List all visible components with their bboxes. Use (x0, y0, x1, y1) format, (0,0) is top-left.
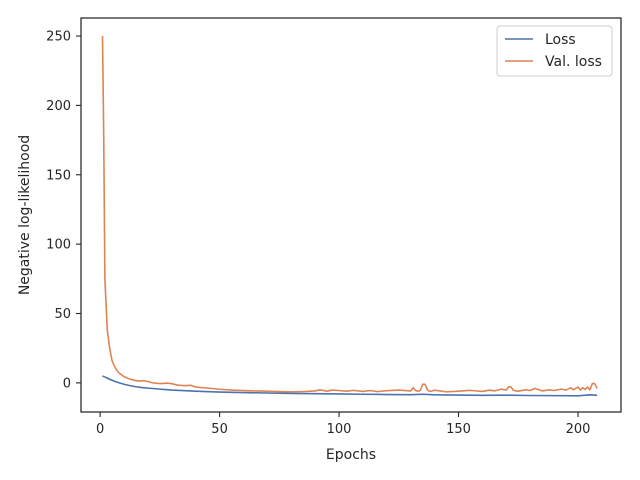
series-line-loss (102, 375, 598, 397)
x-tick-label: 0 (96, 422, 104, 437)
legend-label-val-loss: Val. loss (545, 54, 602, 70)
y-tick-label: 0 (63, 376, 71, 391)
y-tick-label: 150 (46, 168, 71, 183)
y-tick-label: 200 (46, 99, 71, 114)
x-tick-label: 150 (446, 422, 471, 437)
plot-frame (80, 17, 622, 413)
y-tick-label: 50 (54, 307, 71, 322)
x-tick-label: 200 (566, 422, 591, 437)
x-axis-label: Epochs (326, 447, 376, 463)
series-layer (101, 36, 598, 397)
x-tick-label: 50 (211, 422, 228, 437)
y-axis-ticks: 0 50 100 150 200 250 (46, 30, 81, 391)
legend: Loss Val. loss (496, 25, 613, 77)
y-tick-label: 250 (46, 30, 71, 45)
series-line-val-loss (101, 36, 598, 393)
y-axis-label: Negative log-likelihood (17, 135, 33, 295)
y-tick-label: 100 (46, 238, 71, 253)
x-axis-ticks: 0 50 100 150 200 (96, 412, 590, 437)
legend-label-loss: Loss (545, 32, 576, 48)
x-tick-label: 100 (327, 422, 352, 437)
